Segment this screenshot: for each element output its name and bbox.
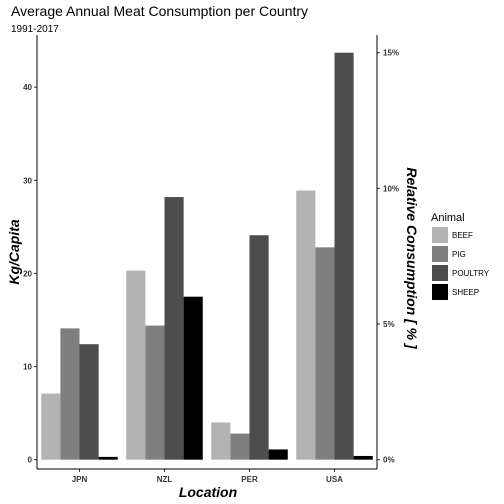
- chart-title: Average Annual Meat Consumption per Coun…: [11, 3, 308, 19]
- y-axis-title: Kg/Capita: [6, 219, 22, 285]
- y2-tick-label: 5%: [383, 320, 395, 329]
- y-tick-label: 10: [23, 363, 32, 372]
- y2-tick-label: 0%: [383, 456, 395, 465]
- legend-label-sheep: SHEEP: [452, 288, 479, 297]
- y-axis-right: 0% 5% 10% 15%: [377, 49, 399, 465]
- legend-label-pig: PIG: [452, 250, 466, 259]
- bar-sheep-usa: [353, 455, 373, 460]
- legend: Animal BEEF PIG POULTRY SHEEP: [431, 212, 490, 300]
- y-axis-left: 0 10 20 30 40: [23, 83, 37, 465]
- x-tick-label: JPN: [72, 475, 88, 484]
- bar-pig-jpn: [60, 328, 80, 460]
- bar-beef-per: [211, 422, 231, 460]
- y2-tick-label: 15%: [383, 49, 399, 58]
- legend-title: Animal: [431, 212, 465, 224]
- x-axis: JPN NZL PER USA: [72, 469, 343, 484]
- legend-swatch-beef: [432, 227, 448, 243]
- bar-sheep-nzl: [183, 296, 203, 460]
- bar-poultry-nzl: [164, 197, 184, 460]
- bar-beef-jpn: [41, 393, 61, 460]
- bar-pig-nzl: [145, 325, 165, 460]
- x-tick-label: NZL: [157, 475, 173, 484]
- x-axis-title: Location: [179, 484, 237, 500]
- bar-poultry-per: [249, 235, 269, 460]
- chart-subtitle: 1991-2017: [11, 24, 59, 35]
- y-tick-label: 40: [23, 83, 32, 92]
- y2-tick-label: 10%: [383, 184, 399, 193]
- bar-poultry-jpn: [79, 344, 99, 460]
- legend-swatch-sheep: [432, 284, 448, 300]
- x-tick-label: USA: [326, 475, 343, 484]
- bar-pig-usa: [315, 247, 335, 460]
- bar-pig-per: [230, 433, 250, 460]
- bar-beef-nzl: [126, 270, 146, 460]
- bar-sheep-per: [268, 449, 288, 460]
- y2-axis-title: Relative Consumption [ % ]: [404, 167, 420, 350]
- bar-sheep-jpn: [98, 456, 118, 460]
- x-tick-label: PER: [241, 475, 258, 484]
- y-tick-label: 20: [23, 269, 32, 278]
- legend-swatch-poultry: [432, 265, 448, 281]
- bar-group: [41, 52, 373, 460]
- legend-label-poultry: POULTRY: [452, 269, 490, 278]
- legend-label-beef: BEEF: [452, 231, 473, 240]
- y-tick-label: 0: [28, 456, 33, 465]
- bar-beef-usa: [296, 190, 316, 460]
- legend-swatch-pig: [432, 246, 448, 262]
- y-tick-label: 30: [23, 176, 32, 185]
- bar-poultry-usa: [334, 52, 354, 460]
